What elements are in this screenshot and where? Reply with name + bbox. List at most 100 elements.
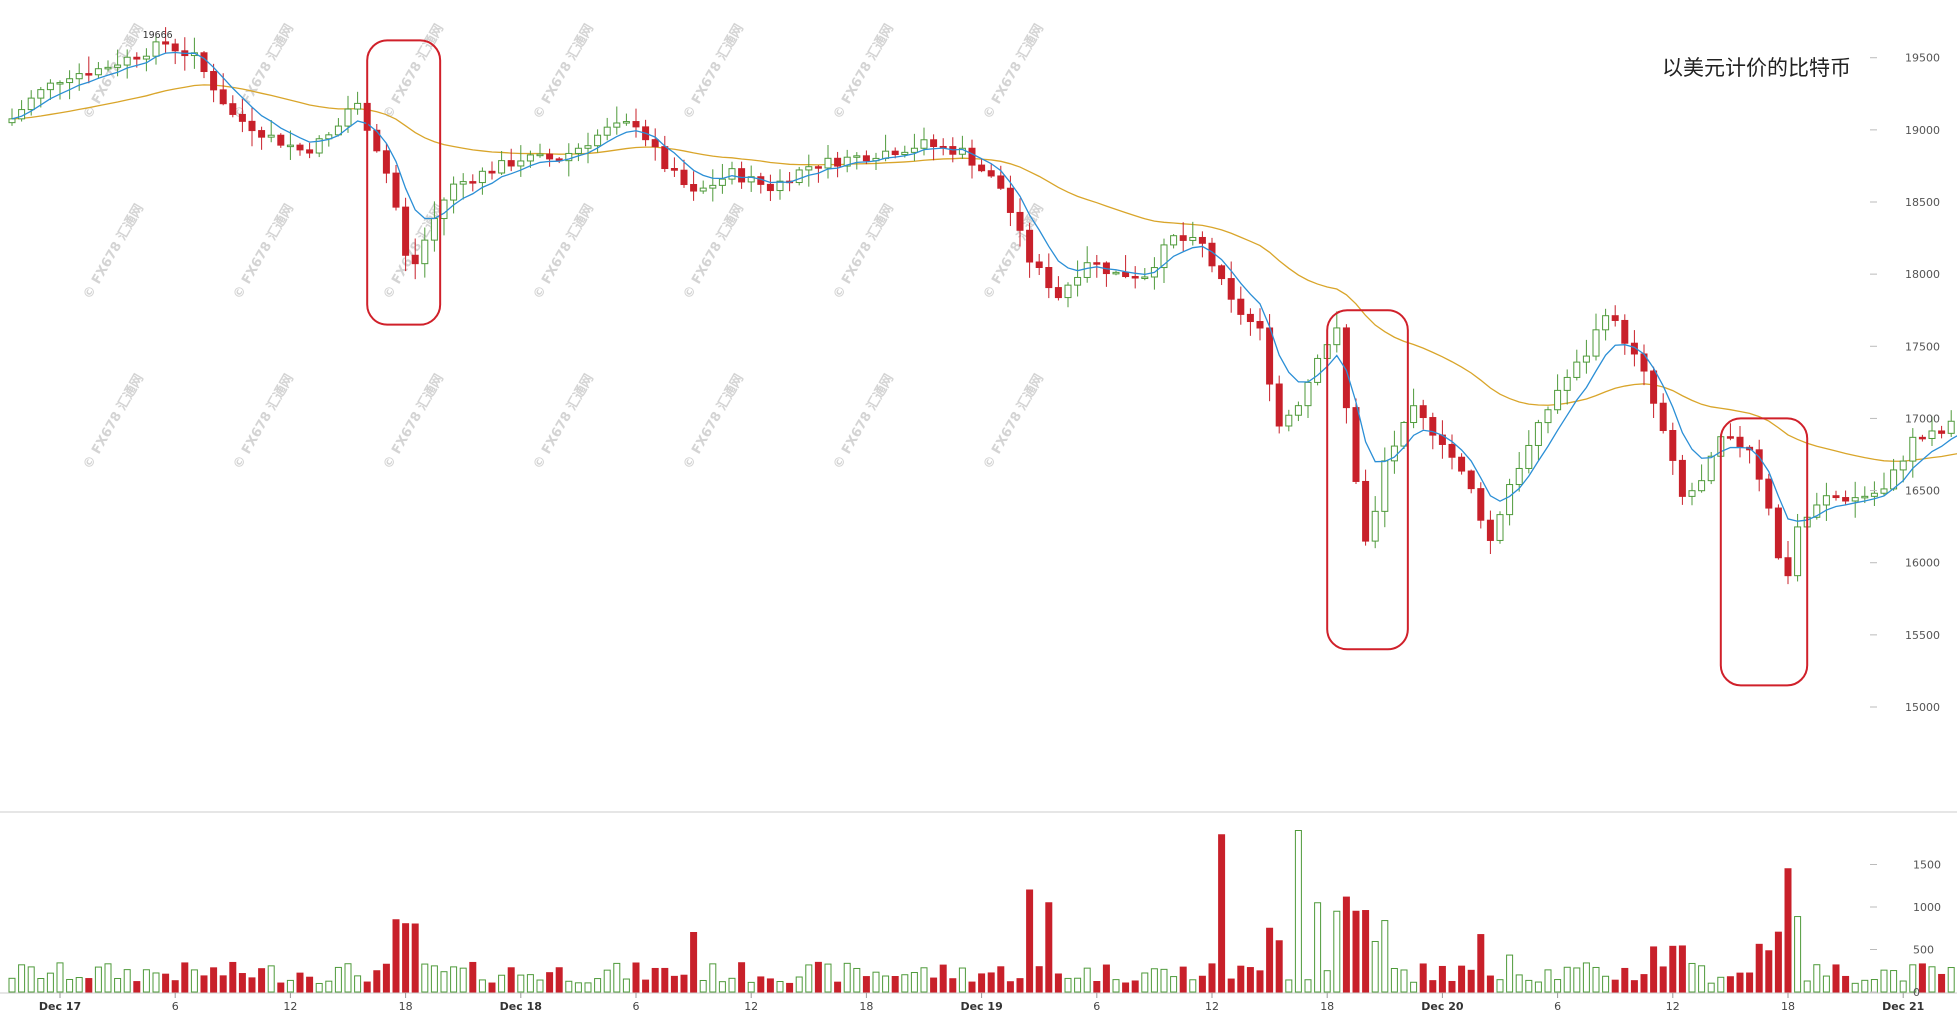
candle-down [930, 139, 938, 147]
volume-bar-down [85, 978, 93, 993]
candle-up [459, 181, 467, 185]
candle-up [1554, 389, 1562, 411]
ema-fast-layer [11, 51, 1957, 522]
volume-bar-down [1208, 963, 1216, 993]
volume-bar-down [210, 967, 218, 993]
volume-bar-down [1486, 975, 1494, 993]
volume-bar-up [56, 962, 64, 993]
candle-up [1861, 495, 1869, 499]
candle-up [1371, 510, 1379, 542]
candle-down [200, 52, 208, 73]
volume-bar-down [219, 975, 227, 993]
candle-down [258, 130, 266, 138]
candle-down [392, 172, 400, 208]
volume-bar-down [891, 976, 899, 993]
price-tick-label: 17000 [1905, 412, 1940, 425]
volume-bar-up [104, 963, 112, 993]
volume-bar-down [1736, 972, 1744, 993]
candle-down [632, 121, 640, 128]
watermark-text: © FX678 汇通网 [230, 371, 297, 472]
volume-bar-down [1784, 868, 1792, 993]
volume-bar-up [1112, 979, 1120, 993]
volume-bar-down [1669, 945, 1677, 993]
candle-down [277, 134, 285, 146]
volume-bar-down [1774, 931, 1782, 993]
candle-down [1035, 261, 1043, 268]
volume-bar-up [843, 962, 851, 993]
candle-up [1928, 430, 1936, 439]
volume-bar-down [1016, 978, 1024, 993]
volume-bar-down [1458, 965, 1466, 993]
volume-bar-down [133, 981, 141, 993]
ema-fast-line [11, 51, 1957, 522]
candle-down [162, 41, 170, 45]
candle-down [1918, 436, 1926, 440]
candle-down [1246, 313, 1254, 323]
ema-slow-layer [11, 84, 1957, 462]
volume-bar-up [1688, 962, 1696, 993]
candle-up [1064, 284, 1072, 299]
candle-down [1054, 287, 1062, 299]
volume-bar-up [1064, 977, 1072, 993]
watermark-text: © FX678 汇通网 [530, 21, 597, 122]
candle-up [1688, 490, 1696, 497]
volume-bar-up [325, 980, 333, 993]
volume-bar-down [411, 923, 419, 993]
volume-bar-up [1573, 967, 1581, 993]
candle-up [728, 168, 736, 180]
volume-bar-down [862, 976, 870, 993]
volume-bar-down [1246, 967, 1254, 993]
volume-bar-down [1938, 973, 1946, 993]
candle-down [1266, 327, 1274, 385]
axes-layer: 1950019000185001800017500170001650016000… [39, 52, 1941, 1013]
candle-up [1573, 361, 1581, 378]
volume-bar-down [1419, 963, 1427, 993]
volume-bar-down [814, 961, 822, 993]
volume-bar-up [123, 969, 131, 993]
candle-up [46, 82, 54, 91]
volume-bar-down [469, 961, 477, 993]
watermark-text: © FX678 汇通网 [230, 21, 297, 122]
candle-down [1237, 298, 1245, 315]
volume-bar-down [997, 966, 1005, 993]
candle-down [1448, 443, 1456, 458]
candle-up [37, 89, 45, 99]
x-tick-label: Dec 18 [500, 1000, 542, 1013]
volume-bar-up [354, 975, 362, 993]
volume-bar-up [526, 974, 534, 993]
candle-down [862, 155, 870, 162]
grid-layer [0, 811, 1957, 994]
volume-bar-up [267, 965, 275, 993]
volume-bar-down [766, 978, 774, 993]
volume-bar-up [1189, 979, 1197, 993]
volume-bar-up [286, 979, 294, 993]
candle-up [1822, 495, 1830, 506]
volume-bar-up [958, 967, 966, 993]
candle-up [114, 64, 122, 68]
price-tick-label: 18500 [1905, 196, 1940, 209]
volume-bar-up [1890, 970, 1898, 993]
volume-bar-down [1227, 978, 1235, 993]
watermark-text: © FX678 汇通网 [830, 371, 897, 472]
price-tick-label: 15500 [1905, 629, 1940, 642]
volume-bar-up [1525, 979, 1533, 993]
volume-bar-up [1170, 976, 1178, 993]
candle-up [1515, 467, 1523, 486]
volume-bar-down [1621, 967, 1629, 993]
candle-up [286, 144, 294, 148]
candle-down [1256, 321, 1264, 329]
candle-down [661, 146, 669, 170]
volume-bar-down [1093, 981, 1101, 993]
volume-bar-up [114, 977, 122, 993]
candle-down [1218, 265, 1226, 280]
volume-bar-up [315, 982, 323, 993]
candle-up [1813, 504, 1821, 518]
candle-down [1275, 383, 1283, 427]
watermark-text: © FX678 汇通网 [80, 371, 147, 472]
volume-bar-down [171, 980, 179, 993]
candle-up [1870, 492, 1878, 497]
candle-down [1198, 236, 1206, 244]
volume-bar-up [430, 965, 438, 993]
watermark-text: © FX678 汇通网 [230, 201, 297, 302]
